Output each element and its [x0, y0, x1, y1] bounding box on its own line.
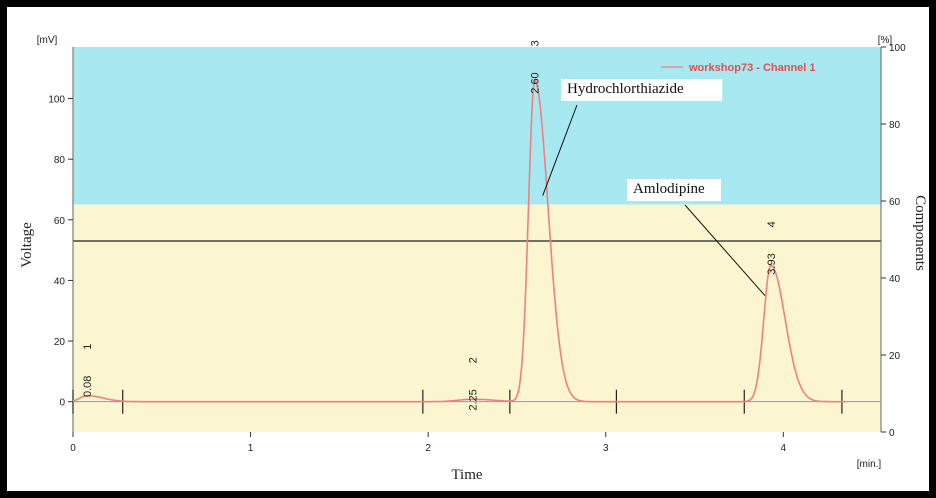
- x-tick-label: 4: [781, 443, 787, 454]
- y2-tick-label: 60: [889, 197, 901, 208]
- y-tick-label: 60: [54, 216, 66, 227]
- peak-time-label: 0.08: [82, 376, 94, 397]
- lower-band: [73, 204, 881, 432]
- annotation-box: [561, 79, 723, 101]
- chromatogram-frame: 0 20 40 60 80 100 0 20 40 60 80 100 0 1 2 3 4 0.08 1 2.2…: [7, 7, 929, 491]
- annotation-leader: [684, 204, 766, 296]
- y2-tick-label: 0: [889, 428, 895, 439]
- x-ticks: 0 1 2 3 4: [70, 432, 787, 454]
- peak-number-label: 1: [82, 344, 94, 350]
- x-tick-label: 3: [603, 443, 609, 454]
- peak-number-label: 3: [530, 40, 542, 46]
- series-trace: [72, 79, 846, 403]
- y-axis-title: Voltage: [19, 222, 35, 268]
- peak-time-label: 2.25: [468, 389, 480, 410]
- peak-time-label: 2.60: [530, 72, 542, 93]
- y-tick-label: 40: [54, 276, 66, 287]
- y-tick-label: 20: [54, 337, 66, 348]
- x-tick-label: 1: [248, 443, 254, 454]
- peak-time-label: 3.93: [766, 253, 778, 274]
- y2-tick-label: 20: [889, 351, 901, 362]
- chromatogram-chart: 0 20 40 60 80 100 0 20 40 60 80 100 0 1 2 3 4 0.08 1 2.2…: [19, 35, 928, 483]
- annotations: Hydrochlorthiazide Amlodipine: [542, 79, 766, 296]
- y-tick-label: 80: [54, 155, 66, 166]
- annotation-leader: [542, 104, 578, 196]
- y-ticks: 0 20 40 60 80 100: [48, 95, 73, 409]
- y2-ticks: 0 20 40 60 80 100: [881, 43, 906, 439]
- y2-axis-title: Components: [912, 195, 928, 271]
- legend-label: workshop73 - Channel 1: [688, 62, 816, 74]
- x-tick-label: 0: [70, 443, 76, 454]
- x-axis-title: Time: [451, 467, 482, 483]
- x-tick-label: 2: [425, 443, 431, 454]
- y2-tick-label: 100: [889, 43, 906, 54]
- annotation-label: Amlodipine: [633, 181, 705, 197]
- peak-number-label: 2: [468, 357, 480, 363]
- annotation-box: [627, 179, 721, 201]
- y2-unit-label: [%]: [878, 35, 893, 46]
- y2-tick-label: 40: [889, 274, 901, 285]
- y-unit-label: [mV]: [37, 35, 58, 46]
- peak-number-label: 4: [766, 221, 778, 227]
- y-tick-label: 100: [48, 95, 65, 106]
- x-unit-label: [min.]: [857, 459, 882, 470]
- annotation-label: Hydrochlorthiazide: [567, 81, 684, 97]
- peak-labels: 0.08 1 2.25 2 2.60 3 3.93 4: [82, 40, 778, 410]
- y-tick-label: 0: [59, 398, 65, 409]
- upper-band: [73, 47, 881, 205]
- y2-tick-label: 80: [889, 120, 901, 131]
